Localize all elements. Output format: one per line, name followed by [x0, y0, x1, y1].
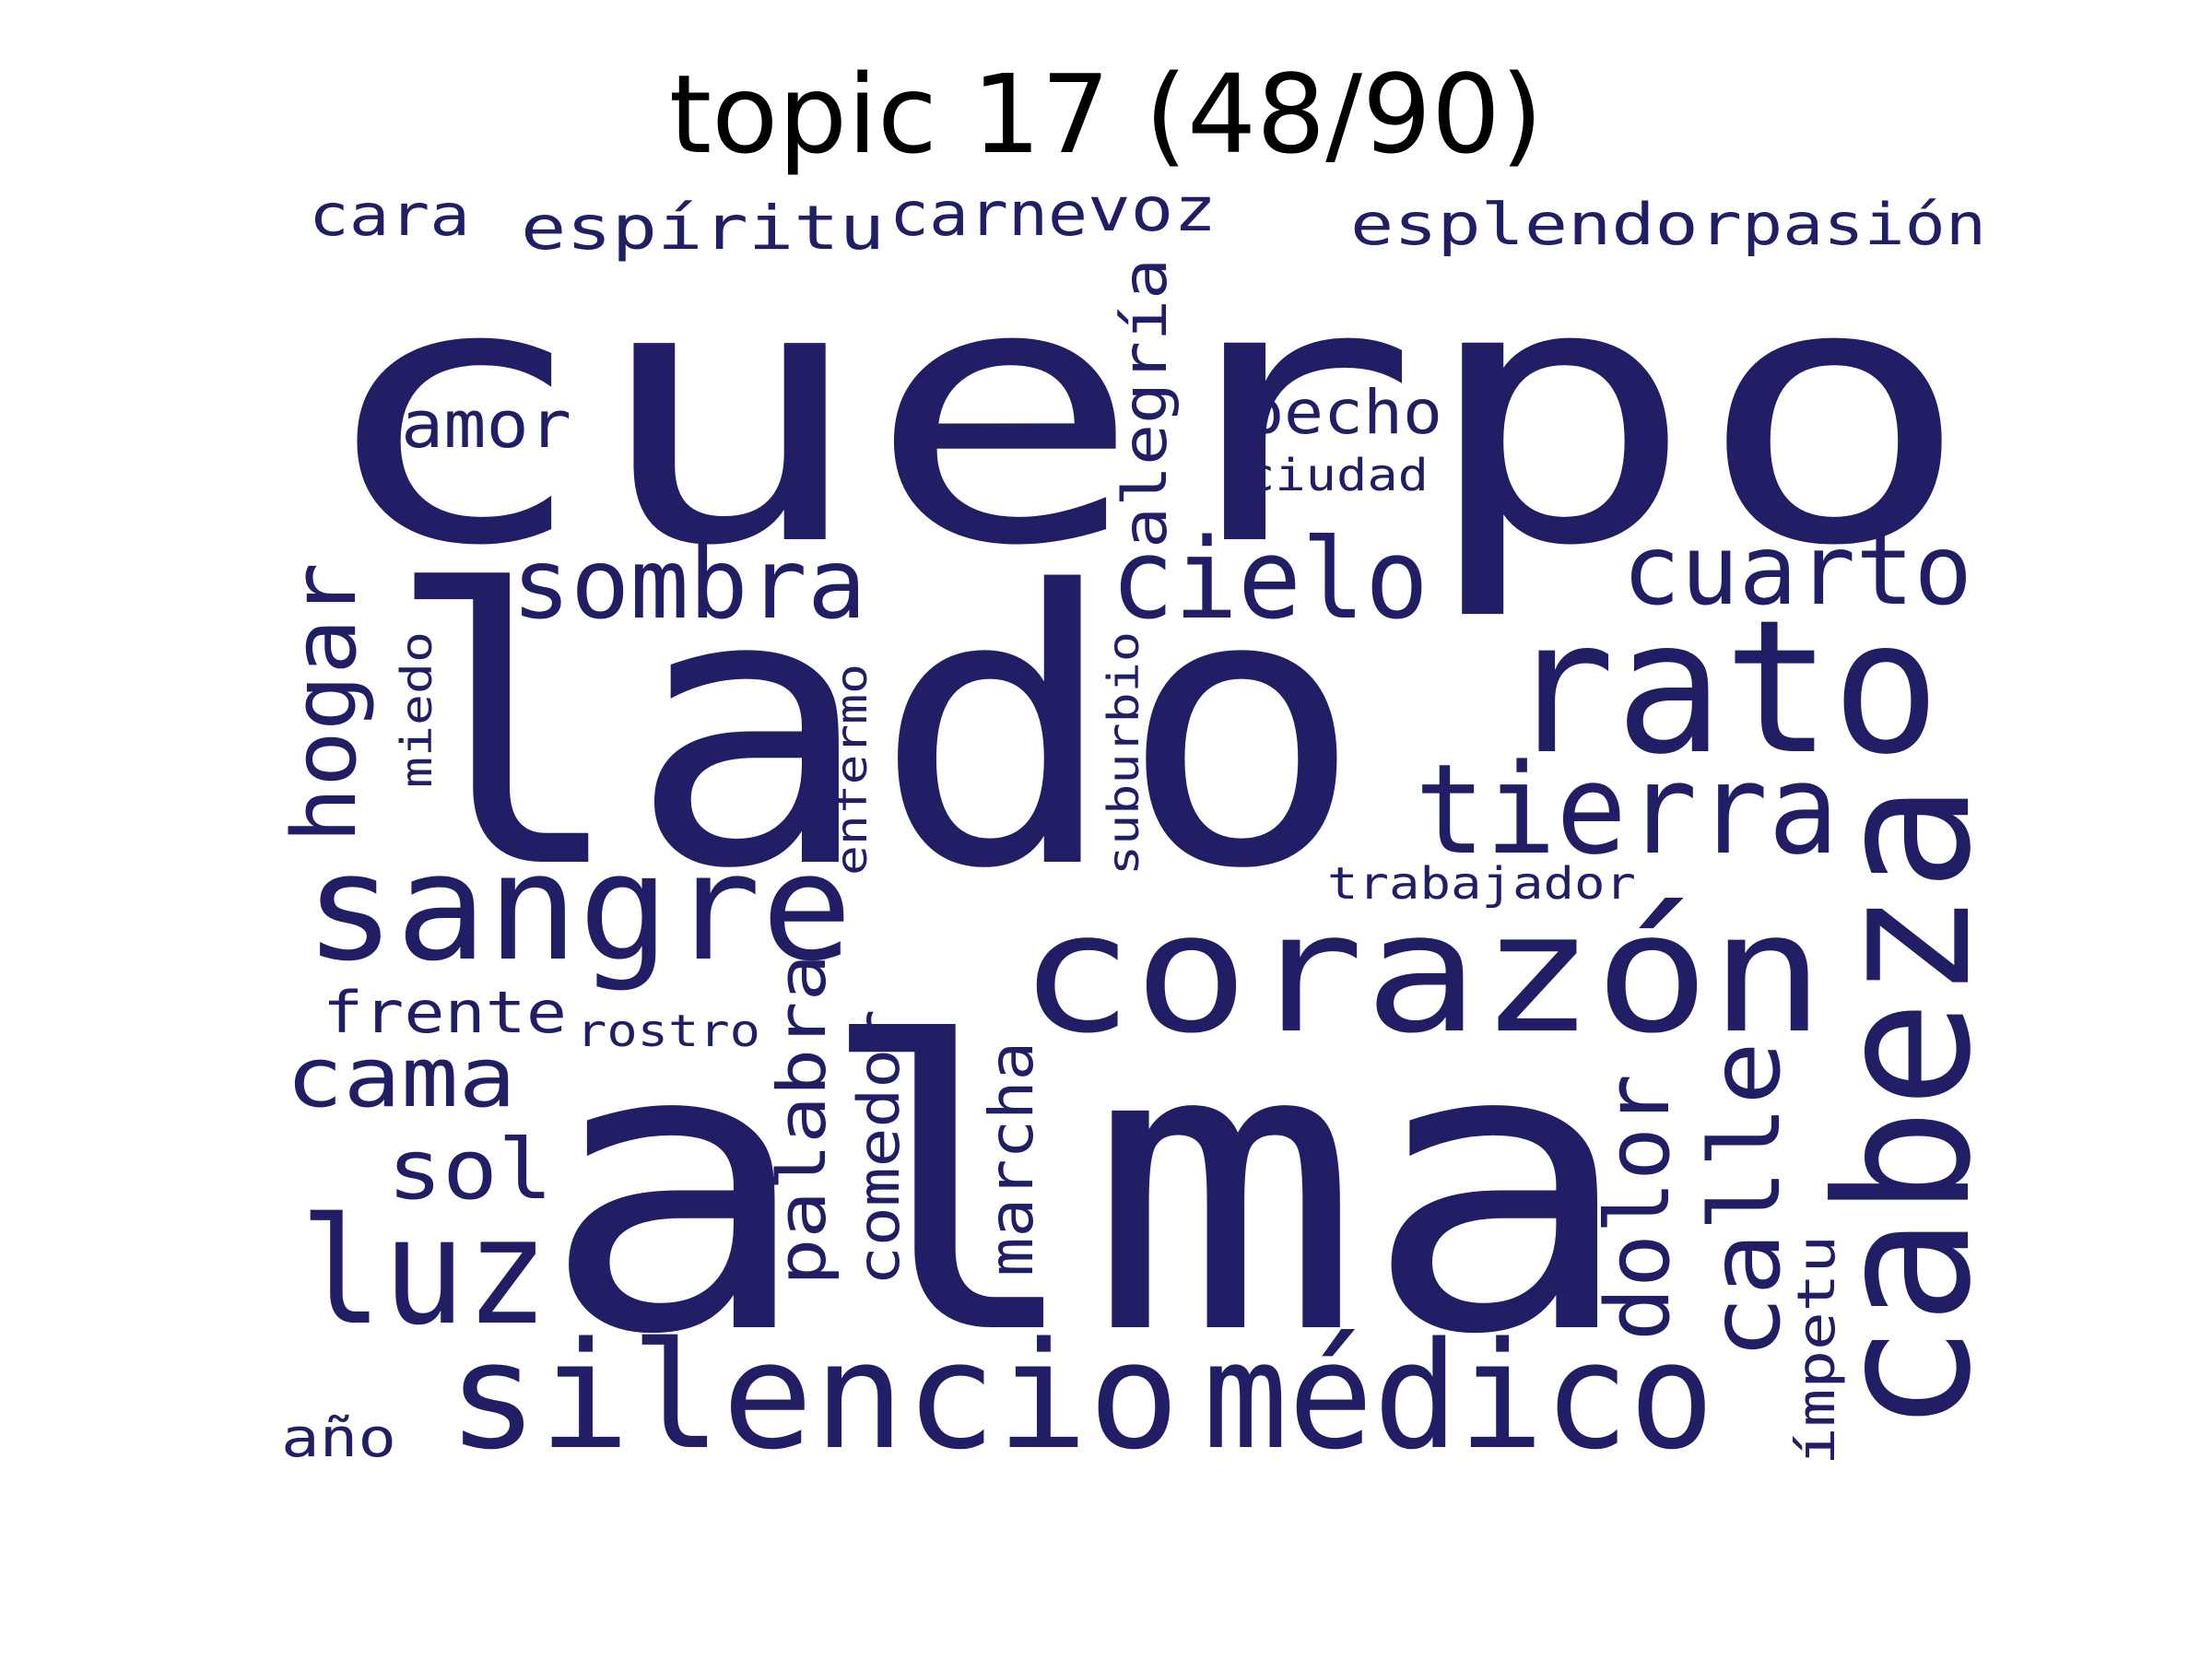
word-miedo: miedo [392, 631, 441, 788]
word-lado: lado [382, 511, 1364, 951]
word-cara: cara [309, 182, 470, 249]
word-palabra: palabra [763, 954, 841, 1286]
word-espiritu: espíritu [521, 193, 885, 264]
word-cielo: cielo [1111, 516, 1429, 644]
word-medico: médico [1203, 1310, 1714, 1482]
word-suburbio: suburbio [1099, 631, 1148, 876]
word-sombra: sombra [512, 528, 866, 641]
page-title: topic 17 (48/90) [668, 51, 1544, 178]
word-tierra: tierra [1415, 737, 1839, 882]
word-esplendor: esplendor [1350, 191, 1742, 258]
word-alegria: alegría [1110, 258, 1181, 548]
word-luz: luz [300, 1185, 548, 1358]
word-cuerpo: cuerpo [313, 206, 1972, 624]
word-rostro: rostro [576, 1006, 760, 1057]
word-sol: sol [387, 1122, 553, 1218]
word-frente: frente [323, 979, 567, 1046]
word-calle: calle [1689, 1041, 1802, 1359]
word-hogar: hogar [275, 562, 376, 843]
word-carne: carne [889, 179, 1088, 250]
word-impetu: ímpetu [1787, 1235, 1847, 1465]
word-rato: rato [1507, 581, 1940, 795]
word-sangre: sangre [304, 821, 853, 994]
word-enfermo: enfermo [827, 664, 877, 876]
word-dolor: dolor [1588, 1074, 1689, 1341]
word-ano: año [281, 1406, 396, 1469]
word-trabajador: trabajador [1327, 858, 1636, 910]
word-ciudad: ciudad [1244, 450, 1429, 501]
word-pasion: pasión [1742, 191, 1986, 258]
word-cama: cama [286, 1030, 516, 1126]
word-cabeza: cabeza [1797, 783, 2012, 1433]
word-marcha: marcha [976, 1041, 1047, 1277]
word-comedor: comedor [845, 1009, 912, 1286]
word-amor: amor [401, 387, 571, 463]
word-voz: voz [1088, 174, 1217, 245]
word-cuarto: cuarto [1622, 514, 1972, 627]
word-alma: alma [539, 960, 1636, 1421]
word-corazon: corazón [1018, 877, 1825, 1070]
word-silencio: silencio [447, 1310, 1180, 1482]
word-pecho: pecho [1244, 377, 1442, 448]
